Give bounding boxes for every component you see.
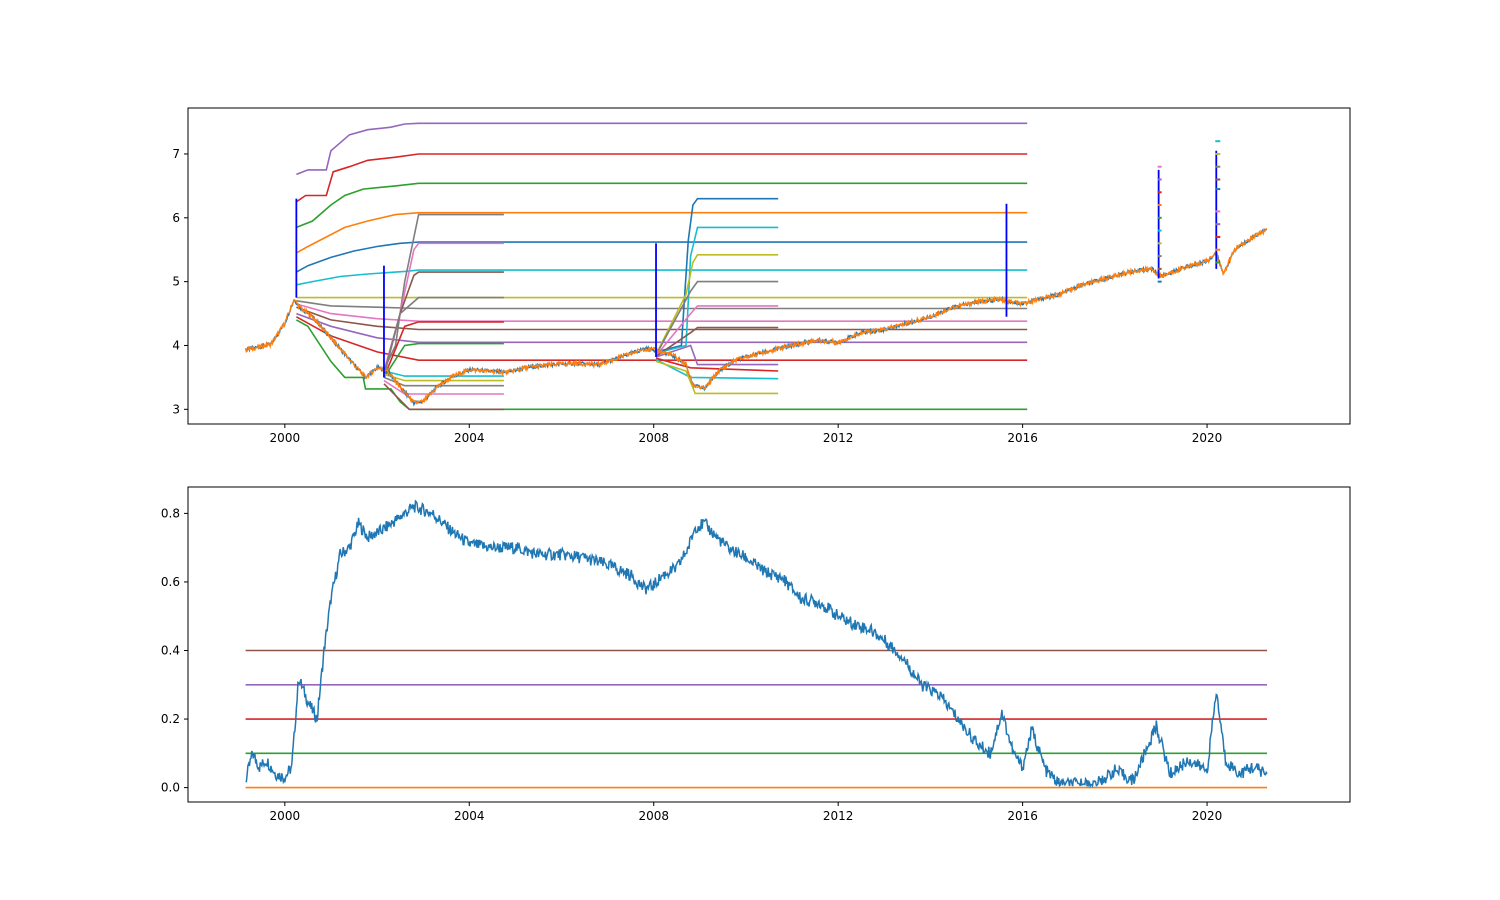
level-line-gray — [383, 376, 504, 387]
level-line-cyan — [296, 269, 1028, 286]
level-line-cyan — [655, 226, 779, 354]
level-line-brown — [296, 306, 1028, 331]
plot-area — [245, 499, 1268, 789]
level-line-olive — [655, 360, 779, 395]
level-line-brown — [655, 326, 779, 357]
top-xtick-label: 2008 — [638, 431, 669, 445]
bottom-frame — [187, 486, 1351, 803]
level-line-blue — [655, 197, 779, 353]
top-xtick-label: 2020 — [1192, 431, 1223, 445]
series-line-blue — [245, 499, 1268, 789]
level-line-gray — [655, 280, 779, 356]
level-line-red — [383, 321, 504, 378]
level-line-green — [296, 182, 1028, 229]
bottom-xtick-label: 2004 — [454, 809, 485, 823]
top-frame — [187, 107, 1351, 425]
top-xtick-label: 2004 — [454, 431, 485, 445]
level-line-gray — [296, 300, 1028, 310]
bottom-xtick-label: 2012 — [823, 809, 854, 823]
top-ytick-label: 3 — [172, 402, 180, 416]
top-chart-axes: 2000 2004 2008 2012 2016 2020 3 4 5 6 7 — [172, 107, 1351, 445]
top-ytick-label: 6 — [172, 211, 180, 225]
level-line-purple — [655, 344, 779, 366]
level-line-orange — [296, 211, 1028, 254]
price-line-orange — [244, 227, 1268, 405]
level-line-purple — [296, 122, 1028, 176]
bottom-xtick-label: 2020 — [1192, 809, 1223, 823]
level-line-cyan — [383, 370, 504, 377]
top-ytick-label: 4 — [172, 338, 180, 352]
bottom-xtick-label: 2016 — [1007, 809, 1038, 823]
plot-area — [244, 122, 1268, 411]
bottom-ytick-label: 0.2 — [161, 712, 180, 726]
top-xtick-label: 2012 — [823, 431, 854, 445]
level-line-gray — [383, 296, 504, 377]
bottom-xtick-label: 2000 — [270, 809, 301, 823]
bottom-ytick-label: 0.8 — [161, 506, 180, 520]
level-line-pink — [296, 303, 1028, 323]
level-line-red — [295, 153, 1028, 203]
top-xtick-label: 2000 — [270, 431, 301, 445]
level-line-blue — [296, 241, 1028, 273]
level-line-olive — [655, 254, 779, 355]
level-line-gray — [383, 213, 504, 371]
bottom-xtick-label: 2008 — [638, 809, 669, 823]
bottom-ytick-label: 0.0 — [161, 781, 180, 795]
level-line-red — [655, 357, 779, 372]
level-line-brown — [383, 383, 504, 411]
level-line-green — [383, 342, 504, 378]
top-ytick-label: 5 — [172, 275, 180, 289]
bottom-chart-axes: 2000 2004 2008 2012 2016 2020 0.0 0.2 0.4 0.6 0.8 — [161, 486, 1351, 823]
top-xtick-label: 2016 — [1007, 431, 1038, 445]
bottom-ytick-label: 0.6 — [161, 575, 180, 589]
top-ytick-label: 7 — [172, 147, 180, 161]
bottom-ytick-label: 0.4 — [161, 643, 180, 657]
level-line-red — [296, 316, 1028, 362]
level-line-pink — [655, 305, 779, 357]
